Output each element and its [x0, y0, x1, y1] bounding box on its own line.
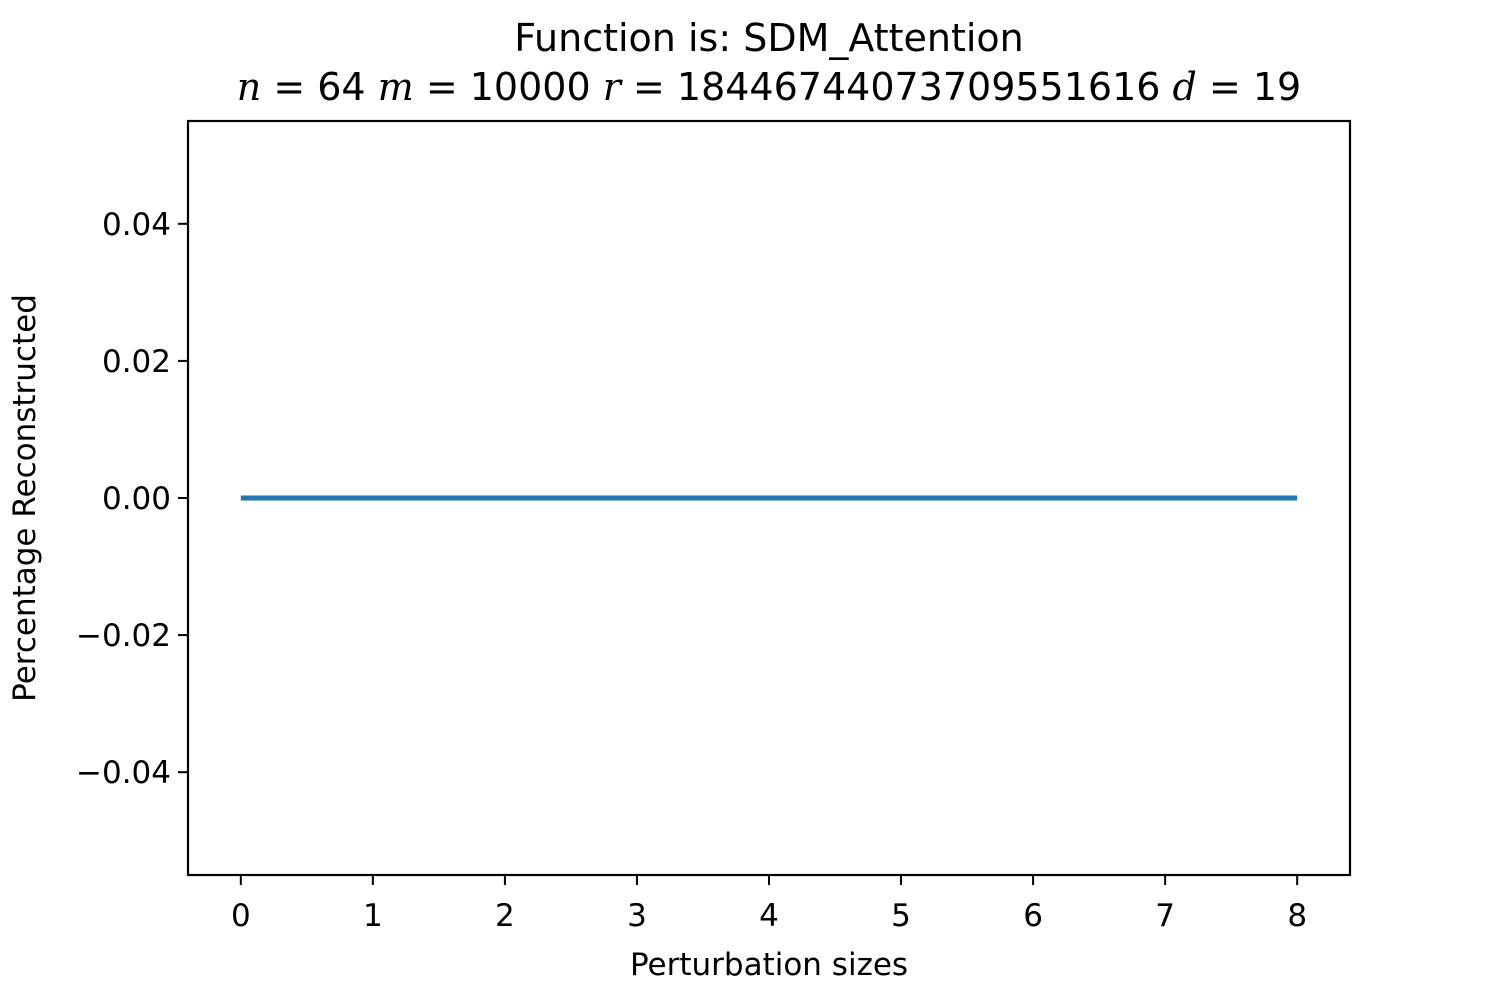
- subtitle-var-m: m: [378, 65, 414, 109]
- x-tick-label: 3: [627, 898, 647, 934]
- subtitle-value-d: = 19: [1197, 65, 1301, 109]
- subtitle-var-d: d: [1173, 65, 1197, 109]
- x-tick-label: 5: [891, 898, 911, 934]
- chart-title: Function is: SDM_Attention: [514, 16, 1024, 60]
- x-axis-label: Perturbation sizes: [630, 947, 908, 983]
- y-tick-label: −0.04: [76, 755, 171, 791]
- subtitle-value-n: = 64: [261, 65, 365, 109]
- y-axis-label: Percentage Reconstructed: [7, 294, 43, 702]
- subtitle-var-n: n: [237, 65, 261, 109]
- y-tick-label: −0.02: [76, 618, 171, 654]
- y-tick-label: 0.04: [102, 207, 171, 243]
- y-axis: −0.04 −0.02 0.00 0.02 0.04: [76, 207, 188, 791]
- x-axis: 0 1 2 3 4 5 6 7 8: [231, 875, 1307, 934]
- y-tick-label: 0.00: [102, 481, 171, 517]
- subtitle-var-r: r: [603, 65, 624, 109]
- x-tick-label: 2: [495, 898, 515, 934]
- chart-subtitle: n = 64 m = 10000 r = 1844674407370955161…: [237, 65, 1301, 109]
- subtitle-value-m: = 10000: [414, 65, 591, 109]
- x-tick-label: 7: [1155, 898, 1175, 934]
- subtitle-value-r: = 18446744073709551616: [621, 65, 1161, 109]
- x-tick-label: 4: [759, 898, 779, 934]
- x-tick-label: 6: [1023, 898, 1043, 934]
- x-tick-label: 1: [363, 898, 383, 934]
- x-tick-label: 0: [231, 898, 251, 934]
- y-tick-label: 0.02: [102, 344, 171, 380]
- x-tick-label: 8: [1287, 898, 1307, 934]
